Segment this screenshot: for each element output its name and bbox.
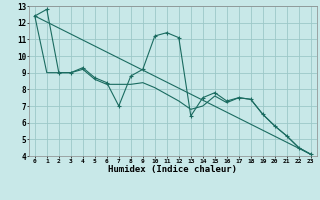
- X-axis label: Humidex (Indice chaleur): Humidex (Indice chaleur): [108, 165, 237, 174]
